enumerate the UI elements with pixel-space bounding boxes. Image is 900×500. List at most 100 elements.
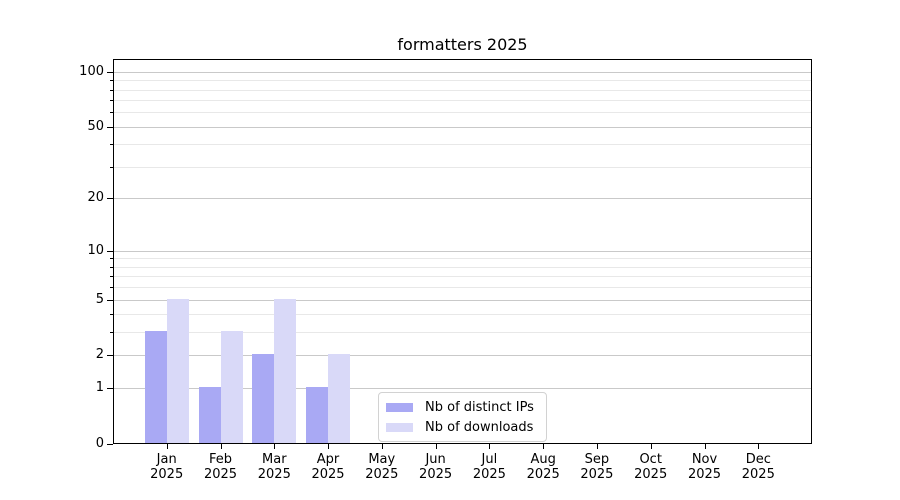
x-tick-label: Mar 2025 <box>246 452 302 482</box>
x-tick-label-month: Dec <box>745 452 771 467</box>
bar-downloads-feb <box>220 331 243 443</box>
x-tick-label-month: Jan <box>156 452 177 467</box>
x-tick-label-year: 2025 <box>419 467 453 482</box>
legend-item-distinct-ips: Nb of distinct IPs <box>386 397 538 417</box>
bar-distinct-ips-mar <box>252 354 275 443</box>
gridline-minor <box>114 144 811 146</box>
y-tick-minor <box>110 89 113 91</box>
x-tick <box>381 444 383 449</box>
x-tick-label-month: Aug <box>530 452 556 467</box>
gridline-major <box>114 71 811 73</box>
x-tick <box>166 444 168 449</box>
legend-swatch-downloads <box>386 422 413 432</box>
y-tick-major <box>107 71 113 73</box>
x-tick-label-year: 2025 <box>365 467 399 482</box>
x-tick <box>650 444 652 449</box>
legend-label: Nb of distinct IPs <box>425 399 534 415</box>
gridline-minor <box>114 332 811 334</box>
x-tick-label-month: Oct <box>639 452 662 467</box>
x-tick-label: Jun 2025 <box>408 452 464 482</box>
y-tick-label: 50 <box>87 118 104 134</box>
gridline-major <box>114 388 811 390</box>
y-tick-label: 10 <box>87 242 104 258</box>
gridline-minor <box>114 287 811 288</box>
gridline-minor <box>114 167 811 168</box>
y-tick-label: 20 <box>87 190 104 206</box>
y-tick-major <box>107 355 113 357</box>
gridline-major <box>114 299 811 301</box>
x-tick-label: Dec 2025 <box>730 452 786 482</box>
gridline-minor <box>114 89 811 91</box>
x-tick-label-year: 2025 <box>687 467 722 482</box>
gridline-major <box>114 198 811 200</box>
x-tick-label: Sep 2025 <box>569 452 625 482</box>
x-tick-label: Nov 2025 <box>677 452 733 482</box>
x-tick-label-month: May <box>368 452 396 467</box>
y-tick-minor <box>110 266 113 268</box>
y-tick-minor <box>110 258 113 260</box>
x-tick-label-month: Feb <box>208 452 233 467</box>
y-tick-label: 1 <box>95 380 104 396</box>
x-tick <box>489 444 491 449</box>
x-tick-label-year: 2025 <box>741 467 775 482</box>
chart-title: formatters 2025 <box>397 35 528 54</box>
y-tick-major <box>107 299 113 301</box>
x-tick-label-month: Nov <box>691 452 718 467</box>
x-tick-label-month: Jul <box>481 452 498 467</box>
x-tick-label-year: 2025 <box>311 467 345 482</box>
y-tick-label: 2 <box>95 347 104 363</box>
gridline-minor <box>114 100 811 102</box>
bar-distinct-ips-apr <box>306 387 328 443</box>
bar-downloads-apr <box>328 354 350 443</box>
gridline-minor <box>114 314 811 316</box>
legend: Nb of distinct IPs Nb of downloads <box>378 392 547 442</box>
y-tick-minor <box>110 287 113 288</box>
gridline-major <box>114 355 811 357</box>
bar-downloads-jan <box>166 298 189 443</box>
x-tick-label-year: 2025 <box>580 467 614 482</box>
x-tick <box>328 444 329 449</box>
x-tick <box>543 444 545 449</box>
plot-area <box>113 59 812 444</box>
gridline-minor <box>114 276 811 278</box>
bar-downloads-mar <box>274 298 297 443</box>
y-tick-minor <box>110 80 113 82</box>
x-tick-label-year: 2025 <box>203 467 238 482</box>
x-tick-label: Aug 2025 <box>515 452 571 482</box>
y-tick-major <box>107 444 113 445</box>
y-tick-label: 5 <box>95 291 104 307</box>
x-tick <box>274 444 276 449</box>
y-tick-minor <box>110 100 113 102</box>
gridline-minor <box>114 266 811 268</box>
x-tick-label: Oct 2025 <box>623 452 679 482</box>
y-tick-minor <box>110 314 113 316</box>
gridline-minor <box>114 258 811 260</box>
x-tick-label-month: Apr <box>316 452 340 467</box>
bar-distinct-ips-jan <box>144 331 167 443</box>
y-tick-label: 0 <box>95 436 104 451</box>
x-tick-label-year: 2025 <box>634 467 668 482</box>
x-tick <box>704 444 706 449</box>
x-tick-label: Jan 2025 <box>139 452 195 482</box>
y-tick-major <box>107 388 113 390</box>
y-tick-minor <box>110 112 113 114</box>
x-tick-label-year: 2025 <box>257 467 291 482</box>
x-tick <box>758 444 760 449</box>
x-tick <box>220 444 222 449</box>
x-tick-label-year: 2025 <box>150 467 184 482</box>
legend-label: Nb of downloads <box>425 419 534 435</box>
y-tick-minor <box>110 276 113 278</box>
gridline-minor <box>114 112 811 114</box>
y-tick-minor <box>110 332 113 334</box>
legend-item-downloads: Nb of downloads <box>386 417 538 437</box>
y-tick-minor <box>110 144 113 146</box>
x-tick-label-month: Mar <box>262 452 287 467</box>
x-tick-label-year: 2025 <box>526 467 560 482</box>
x-tick <box>435 444 437 449</box>
x-tick-label-year: 2025 <box>472 467 506 482</box>
y-tick-major <box>107 198 113 200</box>
gridline-major <box>114 126 811 128</box>
y-tick-major <box>107 250 113 252</box>
x-tick-label-month: Jun <box>425 452 446 467</box>
